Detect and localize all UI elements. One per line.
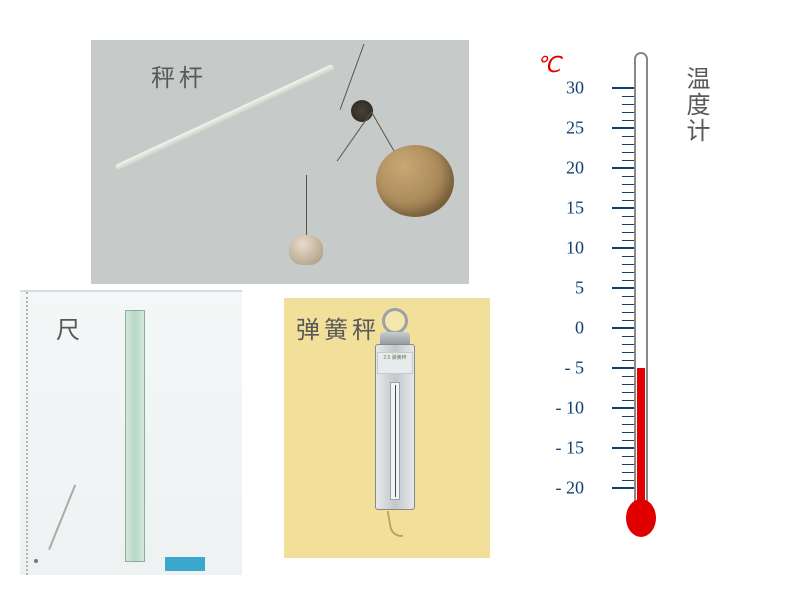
spring-scale-label: 弹簧秤 [296,310,380,345]
thermometer-scale: 302520151050- 5- 10- 15- 20 [592,42,634,562]
thermometer-tick-minor [622,112,634,113]
thermometer-tick-minor [622,344,634,345]
steelyard-pan-string [371,112,397,156]
ruler-panel: 尺 [20,290,242,575]
thermometer-tick-minor [622,280,634,281]
thermometer-tick-minor [622,96,634,97]
thermometer-tick-label: 20 [538,158,584,179]
ruler-label: 尺 [56,310,84,345]
thermometer-tick-minor [622,104,634,105]
thermometer-tick-label: 15 [538,198,584,219]
ruler-mark [48,484,76,550]
thermometer-tick-major [612,167,634,169]
steelyard-weight [289,235,323,265]
thermometer-tick-minor [622,480,634,481]
thermometer-tick-label: 30 [538,78,584,99]
thermometer-tick-minor [622,320,634,321]
spring-scale-panel: 弹簧秤 2.5 弹簧秤 [284,298,490,558]
thermometer-tick-major [612,207,634,209]
thermometer-tick-minor [622,440,634,441]
thermometer-tick-major [612,327,634,329]
steelyard-panel: 秤杆 [91,40,469,284]
thermometer-tick-minor [622,200,634,201]
thermometer-panel: ℃ 温度计 302520151050- 5- 10- 15- 20 [530,42,740,562]
ruler-binding-holes [26,292,28,575]
spring-scale-face-text: 2.5 弹簧秤 [377,352,413,374]
thermometer-tick-minor [622,456,634,457]
thermometer-tick-minor [622,232,634,233]
ruler-dot [34,559,38,563]
thermometer-tick-minor [622,272,634,273]
thermometer-tick-minor [622,264,634,265]
thermometer-tick-minor [622,360,634,361]
thermometer-tick-major [612,87,634,89]
thermometer-tick-label: - 15 [538,438,584,459]
steelyard-weight-string [306,175,307,240]
thermometer-tick-label: 10 [538,238,584,259]
thermometer-tick-major [612,247,634,249]
thermometer-tick-minor [622,160,634,161]
thermometer-tick-minor [622,376,634,377]
thermometer-tick-minor [622,464,634,465]
thermometer-tick-major [612,407,634,409]
thermometer-tick-minor [622,176,634,177]
thermometer-tick-minor [622,312,634,313]
thermometer-unit: ℃ [536,52,561,78]
thermometer-tick-minor [622,336,634,337]
thermometer-label: 温度计 [678,66,713,144]
spring-scale-ring [382,308,408,334]
thermometer-tick-minor [622,136,634,137]
thermometer-tick-label: - 10 [538,398,584,419]
thermometer-tick-label: - 5 [538,358,584,379]
steelyard-label: 秤杆 [151,58,207,93]
thermometer-tick-major [612,127,634,129]
thermometer-tick-minor [622,304,634,305]
thermometer-tick-minor [622,144,634,145]
thermometer-tick-major [612,367,634,369]
thermometer-tick-label: - 20 [538,478,584,499]
thermometer-tick-label: 5 [538,278,584,299]
steelyard-pivot [351,100,373,122]
thermometer-tick-minor [622,224,634,225]
thermometer-tick-minor [622,400,634,401]
spring-scale-slot [390,382,400,500]
steelyard-rod [115,64,335,171]
thermometer-tick-minor [622,296,634,297]
thermometer-tick-minor [622,216,634,217]
thermometer-tick-minor [622,240,634,241]
thermometer-tick-minor [622,384,634,385]
ruler-strip [125,310,145,562]
thermometer-tick-label: 0 [538,318,584,339]
thermometer-tick-minor [622,256,634,257]
thermometer-tick-minor [622,352,634,353]
spring-scale-hook [387,509,404,539]
thermometer-tick-minor [622,432,634,433]
thermometer-tick-major [612,287,634,289]
thermometer-tick-minor [622,152,634,153]
thermometer-tick-minor [622,472,634,473]
thermometer-tick-minor [622,392,634,393]
steelyard-pan [376,145,454,217]
thermometer-tick-major [612,487,634,489]
thermometer-tick-minor [622,192,634,193]
thermometer-tick-minor [622,416,634,417]
thermometer-mercury [637,368,645,517]
thermometer-tick-minor [622,184,634,185]
ruler-tape [165,557,205,571]
thermometer-tick-minor [622,424,634,425]
thermometer-tick-major [612,447,634,449]
thermometer-tick-label: 25 [538,118,584,139]
thermometer-tick-minor [622,120,634,121]
